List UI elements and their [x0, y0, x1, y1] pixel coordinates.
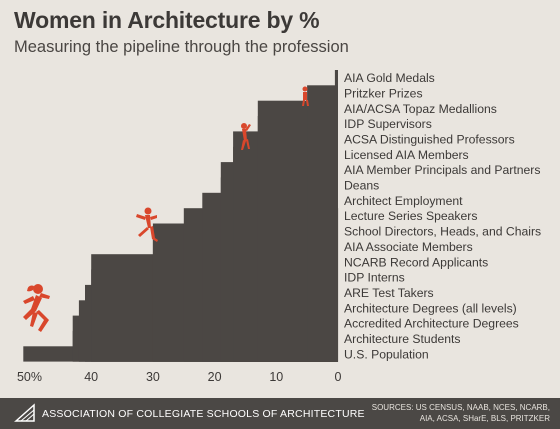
- category-label: AIA/ACSA Topaz Medallions: [344, 102, 497, 116]
- bar-aia-gold-medals: [334, 70, 338, 362]
- bar-pritzker-prizes: [307, 85, 338, 362]
- x-tick-label: 20: [208, 370, 222, 384]
- category-label: Architecture Degrees (all levels): [344, 301, 517, 315]
- x-tick-label: 30: [146, 370, 160, 384]
- acsa-logo-icon: [14, 403, 35, 422]
- category-label: IDP Supervisors: [344, 117, 432, 131]
- x-tick-label: 50%: [17, 370, 42, 384]
- category-label: NCARB Record Applicants: [344, 255, 488, 269]
- category-label: Lecture Series Speakers: [344, 209, 477, 223]
- sources-line: SOURCES: US CENSUS, NAAB, NCES, NCARB,: [371, 403, 550, 412]
- x-axis-ticks: 50% 40 30 20 10 0: [17, 370, 342, 384]
- category-label: School Directors, Heads, and Chairs: [344, 225, 541, 239]
- climbing-figure-icon: [241, 123, 251, 150]
- top-figure-icon: [302, 86, 309, 106]
- sources-line: AIA, ACSA, SHarE, BLS, PRITZKER: [419, 414, 550, 423]
- runner-icon: [23, 284, 50, 332]
- footer-bar: ASSOCIATION OF COLLEGIATE SCHOOLS OF ARC…: [0, 398, 560, 429]
- category-label: Deans: [344, 179, 379, 193]
- sources-note: SOURCES: US CENSUS, NAAB, NCES, NCARB, A…: [350, 402, 550, 424]
- category-label: IDP Interns: [344, 271, 405, 285]
- category-label: Accredited Architecture Degrees: [344, 317, 519, 331]
- category-label: AIA Member Principals and Partners: [344, 163, 540, 177]
- category-label: U.S. Population: [344, 347, 429, 361]
- organization-name: ASSOCIATION OF COLLEGIATE SCHOOLS OF ARC…: [42, 408, 365, 420]
- category-label: ARE Test Takers: [344, 286, 434, 300]
- category-label: Architect Employment: [344, 194, 463, 208]
- category-label: AIA Gold Medals: [344, 71, 435, 85]
- bar-group: [23, 70, 339, 362]
- chart-subtitle: Measuring the pipeline through the profe…: [14, 38, 349, 56]
- x-tick-label: 10: [269, 370, 283, 384]
- category-label: ACSA Distinguished Professors: [344, 132, 515, 146]
- category-label: Licensed AIA Members: [344, 148, 469, 162]
- stepping-figure-icon: [136, 207, 158, 242]
- category-label: AIA Associate Members: [344, 240, 473, 254]
- x-tick-label: 0: [335, 370, 342, 384]
- x-tick-label: 40: [84, 370, 98, 384]
- category-label: Architecture Students: [344, 332, 461, 346]
- category-label: Pritzker Prizes: [344, 86, 423, 100]
- chart-title: Women in Architecture by %: [14, 7, 320, 33]
